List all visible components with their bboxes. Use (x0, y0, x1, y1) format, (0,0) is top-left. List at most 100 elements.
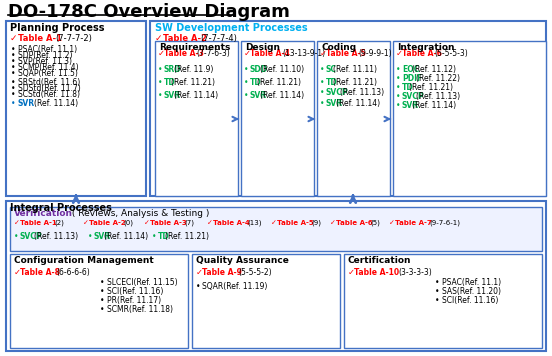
Text: SVCP: SVCP (20, 232, 43, 241)
Text: PSAC(Ref. 11.1): PSAC(Ref. 11.1) (442, 278, 501, 287)
Text: (Ref. 11.10): (Ref. 11.10) (261, 65, 305, 74)
Text: (Ref. 11.14): (Ref. 11.14) (34, 99, 78, 108)
Text: (7-7-7-2): (7-7-7-2) (55, 34, 92, 43)
Text: (Ref. 11.13): (Ref. 11.13) (416, 92, 460, 101)
Text: SRD: SRD (164, 65, 182, 74)
FancyBboxPatch shape (241, 41, 314, 196)
Text: Table A-6: Table A-6 (402, 49, 442, 58)
Text: •: • (244, 91, 248, 100)
Text: (Ref. 11.12): (Ref. 11.12) (412, 65, 457, 74)
Text: Integral Processes: Integral Processes (10, 203, 112, 213)
Text: SDStd(Ref. 11.7): SDStd(Ref. 11.7) (18, 84, 81, 93)
Text: •: • (396, 74, 401, 83)
Text: •: • (11, 63, 15, 72)
FancyBboxPatch shape (10, 207, 542, 251)
Text: ✓: ✓ (14, 220, 20, 226)
Text: •: • (14, 232, 19, 241)
Text: (7-7-6-3): (7-7-6-3) (196, 49, 230, 58)
Text: •: • (11, 90, 15, 99)
Text: •: • (11, 84, 15, 93)
Text: SDD: SDD (250, 65, 268, 74)
Text: SW Development Processes: SW Development Processes (155, 23, 307, 33)
Text: Verification: Verification (14, 209, 73, 218)
FancyBboxPatch shape (155, 41, 238, 196)
Text: (5-5-5-2): (5-5-5-2) (238, 268, 272, 277)
Text: ✓: ✓ (158, 49, 165, 58)
Text: (9): (9) (311, 220, 321, 226)
Text: (Ref. 11.21): (Ref. 11.21) (257, 78, 301, 87)
Text: PDIF: PDIF (402, 74, 422, 83)
Text: TD: TD (164, 78, 176, 87)
Text: Table A-7: Table A-7 (395, 220, 432, 226)
FancyBboxPatch shape (317, 41, 390, 196)
Text: SAS(Ref. 11.20): SAS(Ref. 11.20) (442, 287, 501, 296)
Text: Requirements: Requirements (159, 43, 230, 52)
Text: •: • (435, 287, 439, 296)
Text: (Ref. 11.9): (Ref. 11.9) (174, 65, 214, 74)
Text: •: • (158, 65, 162, 74)
Text: •: • (320, 78, 325, 87)
Text: (Ref. 11.14): (Ref. 11.14) (337, 99, 381, 108)
Text: SRStd(Ref. 11.6): SRStd(Ref. 11.6) (18, 78, 80, 87)
Text: SLCECI(Ref. 11.15): SLCECI(Ref. 11.15) (107, 278, 178, 287)
Text: •: • (158, 78, 162, 87)
Text: (Ref. 11.14): (Ref. 11.14) (261, 91, 305, 100)
Text: ✓: ✓ (83, 220, 89, 226)
Text: Certification: Certification (348, 256, 411, 265)
Text: (Ref. 11.22): (Ref. 11.22) (416, 74, 460, 83)
Text: ✓: ✓ (348, 268, 355, 277)
Text: •: • (158, 91, 162, 100)
Text: •: • (320, 99, 325, 108)
Text: ✓: ✓ (396, 49, 403, 58)
Text: •: • (320, 88, 325, 97)
Text: ✓: ✓ (10, 34, 18, 43)
Text: Table A-1: Table A-1 (20, 220, 57, 226)
Text: SQAP(Ref. 11.5): SQAP(Ref. 11.5) (18, 69, 78, 78)
Text: SCI(Ref. 11.16): SCI(Ref. 11.16) (442, 296, 498, 305)
Text: (7): (7) (184, 220, 194, 226)
Text: Coding: Coding (321, 43, 356, 52)
Text: ✓: ✓ (320, 49, 327, 58)
Text: Table A-5: Table A-5 (326, 49, 366, 58)
Text: •: • (244, 65, 248, 74)
Text: Table A-9: Table A-9 (202, 268, 242, 277)
Text: (13-13-9-1): (13-13-9-1) (282, 49, 325, 58)
Text: ✓: ✓ (244, 49, 251, 58)
Text: •: • (11, 78, 15, 87)
Text: SVP(Ref. 11.3): SVP(Ref. 11.3) (18, 57, 72, 66)
Text: •: • (100, 287, 104, 296)
Text: TD: TD (250, 78, 262, 87)
Text: ✓: ✓ (389, 220, 395, 226)
Text: Table A-6: Table A-6 (336, 220, 373, 226)
Text: Table A-5: Table A-5 (277, 220, 314, 226)
FancyBboxPatch shape (6, 21, 146, 196)
Text: ✓: ✓ (14, 268, 21, 277)
Text: TD: TD (402, 83, 414, 92)
Text: ✓: ✓ (330, 220, 336, 226)
Text: SVR: SVR (250, 91, 267, 100)
Text: SVR: SVR (326, 99, 343, 108)
Text: SVR: SVR (164, 91, 181, 100)
Text: •: • (88, 232, 93, 241)
Text: Planning Process: Planning Process (10, 23, 104, 33)
Text: •: • (100, 305, 104, 314)
Text: SVR: SVR (94, 232, 111, 241)
FancyBboxPatch shape (10, 254, 188, 348)
Text: Integration: Integration (397, 43, 454, 52)
Text: (Ref. 11.21): (Ref. 11.21) (165, 232, 209, 241)
Text: (Ref. 11.14): (Ref. 11.14) (412, 101, 457, 110)
Text: ✓: ✓ (144, 220, 150, 226)
Text: Table A-2: Table A-2 (163, 34, 207, 43)
Text: Configuration Management: Configuration Management (14, 256, 154, 265)
Text: SVCP: SVCP (326, 88, 349, 97)
Text: SC: SC (326, 65, 337, 74)
FancyBboxPatch shape (150, 21, 546, 196)
Text: TD: TD (158, 232, 170, 241)
Text: ✓: ✓ (155, 34, 162, 43)
Text: (9-9-9-1): (9-9-9-1) (358, 49, 391, 58)
Text: •: • (11, 45, 15, 54)
Text: (Ref. 11.13): (Ref. 11.13) (34, 232, 78, 241)
Text: (Ref. 11.21): (Ref. 11.21) (409, 83, 453, 92)
Text: Table A-4: Table A-4 (250, 49, 290, 58)
Text: SCMP(Ref. 11.4): SCMP(Ref. 11.4) (18, 63, 78, 72)
